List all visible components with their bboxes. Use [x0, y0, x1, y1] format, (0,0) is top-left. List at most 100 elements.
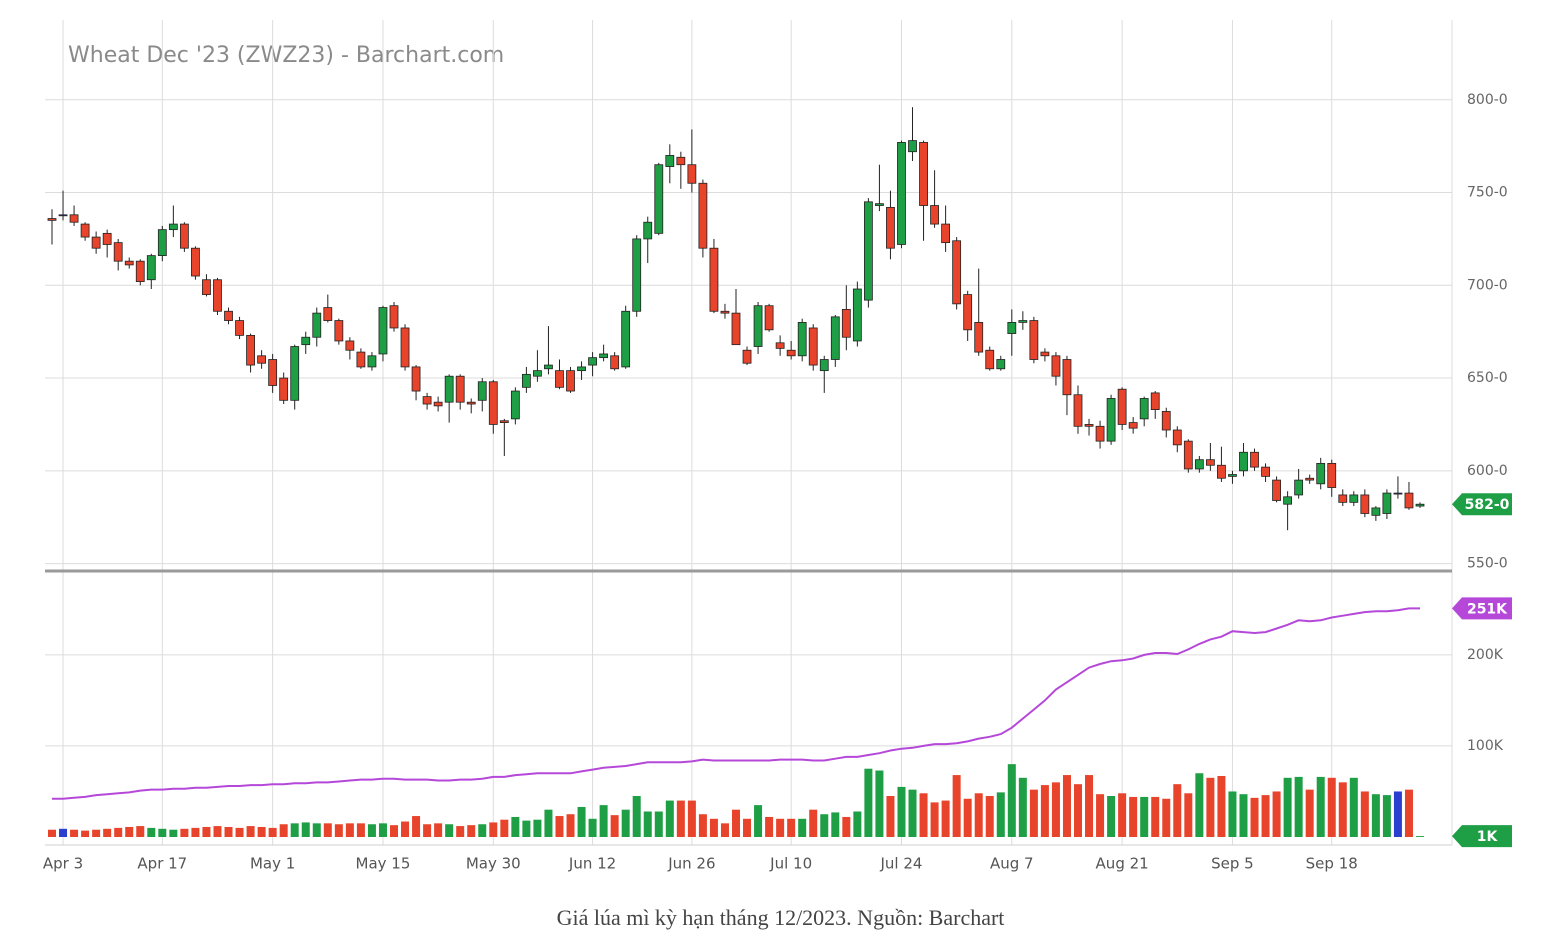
candle-body: [510, 390, 520, 420]
volume-bar: [996, 792, 1005, 837]
volume-bar: [1272, 791, 1281, 837]
candle-body: [952, 240, 962, 305]
candle-body: [1294, 479, 1304, 496]
candle-body: [731, 312, 741, 346]
candle-body: [1007, 322, 1017, 334]
volume-bar: [754, 805, 763, 837]
volume-bar: [919, 793, 928, 837]
volume-bar: [500, 819, 509, 837]
candle-body: [533, 370, 542, 377]
volume-bar: [1305, 789, 1314, 837]
volume-bar: [1051, 782, 1060, 837]
x-tick-label: Sep 5: [1211, 855, 1254, 873]
volume-bar: [743, 818, 752, 837]
volume-bar: [599, 805, 608, 837]
candle-body: [720, 310, 730, 314]
candle-body: [488, 381, 498, 425]
candle-body: [676, 156, 686, 166]
volume-bar: [390, 825, 398, 837]
last-value-label: 1K: [1477, 829, 1499, 845]
candle-body: [875, 203, 884, 206]
volume-bar: [1029, 789, 1038, 837]
x-tick-label: Jul 10: [769, 855, 812, 873]
volume-bar: [290, 823, 299, 837]
volume-bar: [356, 823, 365, 837]
volume-bar: [169, 829, 178, 837]
candle-body: [852, 288, 862, 342]
volume-bar: [1195, 773, 1204, 837]
volume-bar: [787, 818, 796, 837]
volume-bar: [224, 826, 233, 837]
candle-body: [1239, 451, 1248, 472]
candle-body: [1117, 388, 1127, 425]
candle-body: [356, 351, 366, 368]
candle-body: [444, 375, 454, 403]
volume-bar: [1162, 798, 1171, 837]
candle-body: [599, 353, 609, 359]
x-tick-label: Apr 17: [137, 855, 187, 873]
volume-bar: [489, 822, 498, 837]
volume-bar: [301, 822, 310, 837]
candle-body: [257, 355, 267, 364]
volume-bar: [1382, 795, 1391, 837]
candle-body: [930, 205, 939, 225]
candle-body: [334, 320, 344, 342]
volume-bar: [1360, 791, 1369, 837]
candle-body: [1338, 494, 1348, 503]
candle-body: [279, 377, 289, 401]
volume-bar: [158, 828, 167, 837]
volume-bar: [246, 826, 255, 837]
volume-bar: [1206, 777, 1215, 837]
candle-body: [1029, 320, 1039, 360]
volume-bar: [621, 809, 630, 837]
candle-body: [654, 164, 664, 234]
candle-body: [268, 359, 278, 386]
candle-body: [1327, 462, 1337, 488]
volume-bar: [511, 816, 520, 837]
last-value-label: 582-0: [1465, 497, 1510, 513]
volume-bar: [1416, 836, 1424, 837]
candle-body: [168, 223, 178, 231]
candle-body: [1250, 451, 1259, 468]
y-tick-label: 600-0: [1467, 463, 1508, 479]
candle-body: [477, 381, 487, 401]
x-tick-label: May 30: [466, 855, 521, 873]
candle-body: [301, 336, 311, 346]
volume-bar: [577, 806, 586, 837]
candle-body: [775, 342, 785, 349]
candle-body: [1139, 398, 1149, 420]
candle-body: [1084, 424, 1094, 427]
candle-body: [963, 294, 973, 331]
volume-bar: [886, 796, 895, 837]
candle-body: [312, 312, 322, 338]
volume-bar: [798, 818, 807, 837]
candle-body: [378, 307, 388, 355]
y2-tick-label: 200K: [1467, 647, 1504, 663]
candle-body: [1040, 351, 1050, 357]
candle-body: [422, 396, 432, 405]
volume-bar: [367, 824, 376, 837]
volume-bar: [831, 812, 840, 837]
candle-body: [179, 223, 189, 249]
volume-bar: [1140, 796, 1149, 837]
volume-bar: [842, 816, 851, 837]
candle-body: [665, 155, 675, 167]
candle-body: [521, 373, 531, 388]
volume-bar: [1327, 777, 1336, 837]
candle-body: [808, 327, 818, 366]
candle-body: [323, 307, 333, 321]
candle-body: [643, 221, 653, 240]
candle-body: [709, 247, 719, 312]
candle-body: [819, 359, 829, 372]
x-tick-label: May 15: [356, 855, 411, 873]
candle-body: [1283, 496, 1293, 505]
last-value-label: 251K: [1467, 601, 1508, 617]
candle-body: [919, 142, 928, 206]
candle-body: [345, 340, 355, 351]
volume-bar: [1261, 795, 1270, 837]
volume-bar: [456, 826, 465, 837]
volume-bar: [1228, 791, 1237, 837]
last-value-badge: [1452, 825, 1512, 848]
volume-bar: [378, 823, 387, 837]
volume-bar: [1062, 775, 1071, 837]
